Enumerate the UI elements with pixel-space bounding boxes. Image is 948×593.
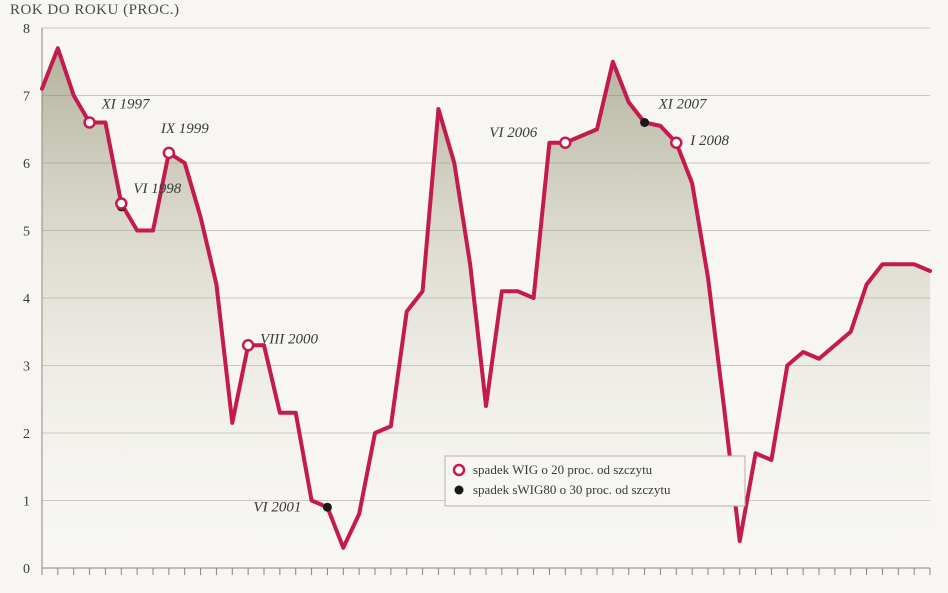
marker-filled <box>640 118 649 127</box>
y-tick-label: 5 <box>23 225 30 240</box>
legend-text: spadek sWIG80 o 30 proc. od szczytu <box>473 482 671 497</box>
marker-open <box>116 199 126 209</box>
marker-open <box>85 118 95 128</box>
marker-open <box>164 148 174 158</box>
y-tick-label: 8 <box>23 22 30 37</box>
marker-label: XI 1997 <box>101 97 151 113</box>
chart-title: ROK DO ROKU (PROC.) <box>10 2 180 19</box>
marker-label: VIII 2000 <box>260 331 318 347</box>
marker-open <box>560 138 570 148</box>
y-tick-label: 7 <box>23 90 30 105</box>
marker-label: VI 2001 <box>253 499 301 515</box>
legend-text: spadek WIG o 20 proc. od szczytu <box>473 462 653 477</box>
y-tick-label: 4 <box>23 292 30 307</box>
marker-label: IX 1999 <box>160 121 209 137</box>
y-tick-label: 6 <box>23 157 30 172</box>
marker-filled <box>323 503 332 512</box>
legend-marker-open <box>454 465 464 475</box>
marker-label: I 2008 <box>689 133 729 149</box>
marker-label: XI 2007 <box>658 97 708 113</box>
marker-open <box>243 340 253 350</box>
marker-open <box>671 138 681 148</box>
y-tick-label: 1 <box>23 495 30 510</box>
y-tick-label: 3 <box>23 360 30 375</box>
chart-svg: 0 1 2 3 4 5 6 7 8 XI 1997 VI 1998 IX 1999 VIII 2000 V… <box>0 0 948 593</box>
y-tick-label: 0 <box>23 562 30 577</box>
marker-label: VI 1998 <box>133 181 181 197</box>
legend-marker-filled <box>455 486 464 495</box>
y-tick-label: 2 <box>23 427 30 442</box>
marker-label: VI 2006 <box>489 125 537 141</box>
chart-container: ROK DO ROKU (PROC.) 0 1 2 3 4 5 6 7 8 XI 1997 VI 1… <box>0 0 948 593</box>
